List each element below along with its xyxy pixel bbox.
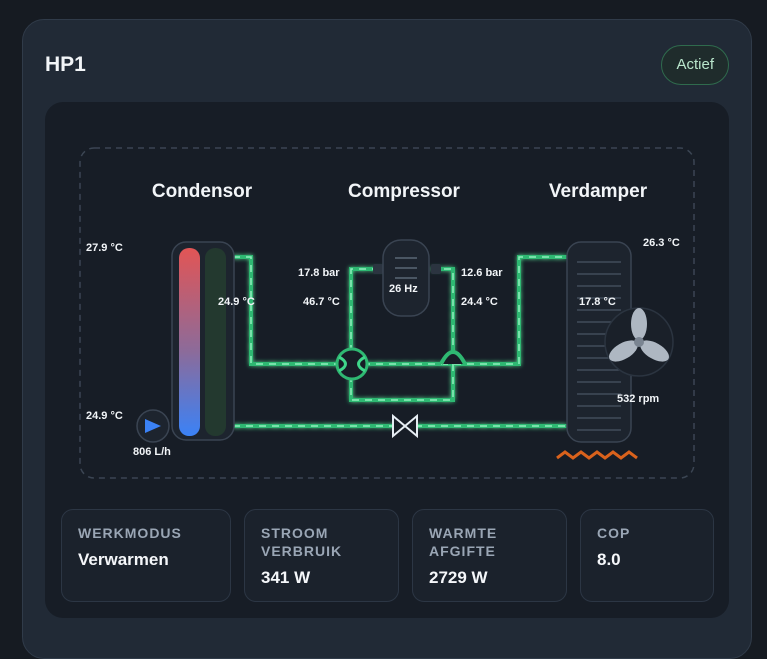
verdamper-title: Verdamper: [549, 181, 648, 202]
compressor-title: Compressor: [348, 181, 461, 202]
condensor-title: Condensor: [152, 181, 253, 202]
status-badge[interactable]: Actief: [661, 45, 729, 85]
ambient-temp: 26.3 °C: [643, 237, 680, 249]
diagram-panel: Condensor Compressor Verdamper: [45, 102, 729, 618]
suction-pressure: 12.6 bar: [461, 267, 503, 279]
fan-speed: 532 rpm: [617, 393, 659, 405]
stat-value: Verwarmen: [78, 550, 169, 569]
expansion-valve-icon: [392, 413, 418, 439]
suction-temp: 24.4 °C: [461, 296, 498, 308]
stat-card-warmte-afgifte: WARMTE AFGIFTE 2729 W: [412, 509, 567, 602]
discharge-temp: 46.7 °C: [303, 296, 340, 308]
stat-card-stroom-verbruik: STROOM VERBRUIK 341 W: [244, 509, 399, 602]
compressor-frequency: 26 Hz: [389, 283, 418, 295]
condensor-return-temp: 24.9 °C: [86, 410, 123, 422]
pipe-crossover: [439, 350, 467, 365]
heat-pump-schematic: Condensor Compressor Verdamper: [79, 147, 695, 479]
condensor-internal-temp: 24.9 °C: [218, 296, 255, 308]
condensor-vessel: [171, 241, 235, 441]
discharge-pressure: 17.8 bar: [298, 267, 340, 279]
four-way-valve: [335, 347, 369, 381]
compressor-icon: [373, 239, 441, 317]
card-title: HP1: [45, 53, 86, 76]
stat-label: WERKMODUS: [78, 525, 182, 541]
stat-card-werkmodus: WERKMODUS Verwarmen: [61, 509, 231, 602]
stat-label: STROOM VERBRUIK: [261, 525, 343, 559]
evaporator-temp: 17.8 °C: [579, 296, 616, 308]
stat-label: COP: [597, 525, 631, 541]
diagram-frame: [79, 147, 695, 479]
flow-pump-icon: [136, 409, 170, 443]
heat-pump-card: HP1 Actief Condensor Compressor Verdampe…: [22, 19, 752, 659]
fan-icon: [604, 307, 674, 377]
heater-coil-icon: [556, 450, 638, 460]
stat-value: 341 W: [261, 568, 311, 587]
stat-value: 2729 W: [429, 568, 488, 587]
flow-rate: 806 L/h: [133, 446, 171, 458]
condensor-supply-temp: 27.9 °C: [86, 242, 123, 254]
stat-value: 8.0: [597, 550, 621, 569]
stat-label: WARMTE AFGIFTE: [429, 525, 498, 559]
stat-card-cop: COP 8.0: [580, 509, 714, 602]
